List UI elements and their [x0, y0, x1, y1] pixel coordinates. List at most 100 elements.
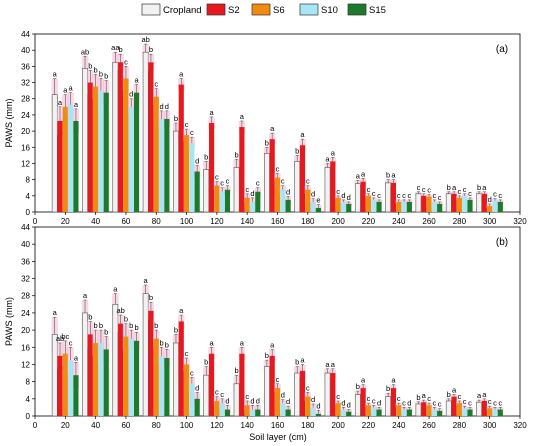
significance-letter: a	[209, 108, 214, 117]
significance-letter: c	[427, 394, 431, 403]
significance-letter: b	[234, 366, 238, 375]
bar-cropland	[385, 182, 392, 213]
bar-s2	[360, 181, 366, 212]
significance-letter: d	[250, 396, 254, 405]
bar-s6	[396, 405, 402, 416]
significance-letter: c	[498, 398, 502, 407]
bar-s6	[487, 408, 493, 416]
bar-cropland	[233, 167, 240, 213]
bar-s2	[178, 321, 184, 416]
x-tick-label: 80	[152, 217, 161, 226]
significance-letter: a	[391, 376, 396, 385]
significance-letter: a	[270, 340, 275, 349]
x-tick-label: 0	[33, 217, 38, 226]
y-tick-label: 40	[21, 240, 30, 249]
y-tick-label: 44	[21, 223, 30, 232]
significance-letter: a	[452, 183, 457, 192]
y-tick-label: 16	[21, 343, 30, 352]
significance-letter: c	[493, 190, 497, 199]
bar-s10	[249, 409, 256, 416]
significance-letter: d	[341, 398, 345, 407]
significance-letter: c	[468, 398, 472, 407]
x-tick-label: 320	[513, 217, 527, 226]
significance-letter: a	[134, 76, 139, 85]
significance-letter: c	[154, 80, 158, 89]
y-tick-label: 36	[21, 257, 30, 266]
bar-s15	[255, 191, 261, 212]
significance-letter: c	[226, 177, 230, 186]
significance-letter: a	[53, 308, 58, 317]
bar-s10	[249, 201, 256, 212]
bar-cropland	[173, 342, 179, 417]
legend-label-s15: S15	[369, 5, 386, 16]
bar-s15	[315, 207, 321, 212]
x-tick-label: 140	[241, 217, 255, 226]
significance-letter: a	[452, 386, 457, 395]
significance-letter: c	[397, 394, 401, 403]
legend-label-s2: S2	[228, 5, 240, 16]
bar-s2	[481, 193, 487, 212]
significance-letter: c	[498, 191, 502, 200]
bar-cropland	[415, 403, 422, 417]
bar-s10	[189, 383, 195, 416]
significance-letter: c	[190, 128, 194, 137]
significance-letter: d	[341, 191, 345, 200]
bar-cropland	[385, 396, 392, 417]
x-tick-label: 300	[483, 421, 497, 430]
significance-letter: b	[99, 70, 103, 79]
significance-letter: d	[488, 195, 492, 204]
legend-label-cropland: Cropland	[163, 5, 202, 16]
x-tick-label: 200	[331, 217, 345, 226]
x-tick-label: 0	[33, 421, 38, 430]
bar-s2	[208, 123, 215, 212]
significance-letter: a	[74, 100, 79, 109]
significance-letter: c	[397, 191, 401, 200]
y-axis-title: PAWS (mm)	[4, 297, 14, 346]
bar-s15	[346, 203, 352, 212]
significance-letter: c	[185, 349, 189, 358]
y-tick-label: 0	[26, 412, 31, 421]
y-tick-label: 40	[21, 46, 30, 55]
bar-s15	[467, 199, 473, 212]
bar-s2	[360, 388, 366, 416]
bar-s10	[280, 403, 286, 416]
y-tick-label: 44	[21, 30, 30, 39]
y-tick-label: 32	[21, 275, 30, 284]
x-tick-label: 240	[392, 217, 406, 226]
bar-s10	[219, 403, 225, 416]
significance-letter: b	[88, 61, 92, 70]
x-tick-label: 280	[453, 421, 467, 430]
bar-s6	[183, 135, 190, 212]
bar-s10	[158, 118, 165, 212]
bar-s6	[305, 189, 311, 212]
bar-s6	[214, 185, 220, 212]
y-tick-label: 20	[21, 326, 30, 335]
bar-s2	[269, 139, 275, 212]
bar-s6	[274, 388, 281, 416]
x-tick-label: 120	[210, 421, 224, 430]
significance-letter: a	[179, 306, 184, 315]
significance-letter: a	[179, 70, 184, 79]
bar-s10	[401, 409, 407, 416]
significance-letter: b	[204, 358, 208, 367]
legend: Cropland S2 S6 S10 S15	[141, 3, 386, 16]
significance-letter: d	[311, 190, 315, 199]
x-tick-label: 240	[392, 421, 406, 430]
y-tick-label: 12	[21, 159, 30, 168]
significance-letter: b	[477, 183, 481, 192]
bar-cropland	[51, 94, 58, 213]
legend-label-s10: S10	[321, 5, 338, 16]
bar-s2	[208, 353, 215, 416]
significance-letter: b	[94, 321, 98, 330]
y-tick-label: 4	[26, 192, 31, 201]
bar-s15	[437, 410, 443, 416]
bar-s15	[346, 411, 352, 416]
significance-letter: c	[306, 383, 310, 392]
significance-letter: b	[134, 323, 138, 332]
x-tick-label: 100	[180, 217, 194, 226]
significance-letter: a	[325, 154, 330, 163]
significance-letter: b	[94, 65, 98, 74]
y-tick-label: 4	[26, 395, 31, 404]
bar-s15	[73, 375, 79, 416]
significance-letter: c	[432, 398, 436, 407]
